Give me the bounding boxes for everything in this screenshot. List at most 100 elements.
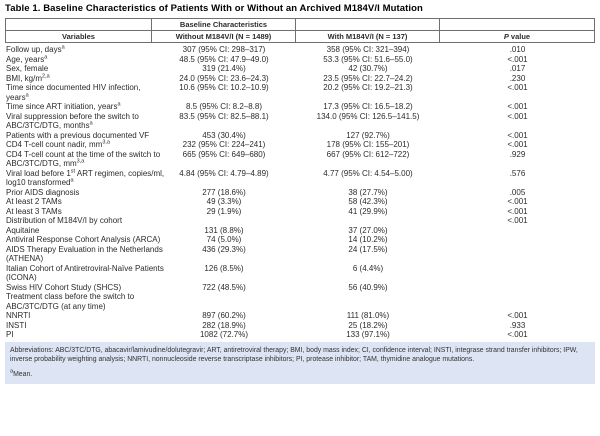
row-with-value: 133 (97.1%) <box>346 330 390 339</box>
row-without-value: 29 (1.9%) <box>206 206 242 216</box>
row-with-value: 17.3 (95% CI: 16.5–18.2) <box>323 102 413 111</box>
header-without-m184vi: Without M184V/I (N = 1489) <box>152 31 296 42</box>
row-variable-label: Viral load before 1st ART regimen, copie… <box>6 167 165 187</box>
row-variable-label: CD4 T-cell count at the time of the swit… <box>6 149 161 169</box>
table-footnotes: Abbreviations: ABC/3TC/DTG, abacavir/lam… <box>5 341 595 384</box>
header-group-row: Baseline Characteristics <box>6 19 594 31</box>
p-value-label-rest: value <box>510 32 531 41</box>
row-with-value: 127 (92.7%) <box>346 130 390 140</box>
table-row: At least 3 TAMs 29 (1.9%) 41 (29.9%) <.0… <box>5 207 595 217</box>
row-with-value: 358 (95% CI: 321–394) <box>326 45 410 54</box>
row-without-value: 453 (30.4%) <box>202 130 246 140</box>
row-variable-label: At least 3 TAMs <box>6 206 62 216</box>
table-row: Distribution of M184V/I by cohort <.001 <box>5 216 595 226</box>
row-with-value: 23.5 (95% CI: 22.7–24.2) <box>323 73 413 83</box>
table-row: At least 2 TAMs 49 (3.3%) 58 (42.3%) <.0… <box>5 197 595 207</box>
row-without-value: 8.5 (95% CI: 8.2–8.8) <box>185 102 263 111</box>
row-p-value: <.001 <box>507 216 528 225</box>
row-with-value: 37 (27.0%) <box>348 225 388 235</box>
row-without-value: 48.5 (95% CI: 47.9–49.0) <box>179 54 269 64</box>
row-variable-label: Time since ART initiation, yearsa <box>6 101 121 111</box>
row-variable-label: Aquitaine <box>6 225 40 235</box>
paper-table-page: Table 1. Baseline Characteristics of Pat… <box>5 3 595 384</box>
row-p-value <box>440 283 595 293</box>
row-p-value: <.001 <box>507 102 528 111</box>
table-row: Sex, female 319 (21.4%) 42 (30.7%) .017 <box>5 64 595 74</box>
row-without-value: 1082 (72.7%) <box>199 330 249 339</box>
row-variable-label: Time since documented HIV infection, year… <box>6 83 141 102</box>
row-with-value: 6 (4.4%) <box>352 263 384 273</box>
row-with-value: 14 (10.2%) <box>348 235 388 244</box>
row-with-value: 134.0 (95% CI: 126.5–141.5) <box>316 111 420 121</box>
table-row: Italian Cohort of Antiretroviral-Naïve P… <box>5 264 595 283</box>
row-p-value: <.001 <box>507 140 528 149</box>
row-variable-label: Viral suppression before the switch to AB… <box>6 111 139 131</box>
row-without-value: 83.5 (95% CI: 82.5–88.1) <box>179 111 269 121</box>
row-p-value: <.001 <box>507 111 528 121</box>
row-p-value <box>440 292 595 311</box>
table-row: Patients with a previous documented VF 4… <box>5 131 595 141</box>
row-with-value: 25 (18.2%) <box>348 320 388 330</box>
row-variable-label: CD4 T-cell count nadir, mm3,a <box>6 139 110 149</box>
row-p-value: <.001 <box>507 311 528 320</box>
table-row: INSTI 282 (18.9%) 25 (18.2%) .933 <box>5 321 595 331</box>
row-with-value: 4.77 (95% CI: 4.54–5.00) <box>323 168 413 178</box>
table-row: Viral load before 1st ART regimen, copie… <box>5 167 595 188</box>
table-row: Treatment class before the switch to ABC/… <box>5 292 595 311</box>
row-without-value: 282 (18.9%) <box>202 320 246 330</box>
mean-footnote: aMean. <box>10 368 33 378</box>
header-group-empty-pvalue <box>440 19 594 30</box>
row-p-value: .017 <box>509 64 526 73</box>
table-row: CD4 T-cell count nadir, mm3,a 232 (95% C… <box>5 140 595 150</box>
row-with-value: 42 (30.7%) <box>348 64 388 73</box>
table-row: Viral suppression before the switch to AB… <box>5 112 595 131</box>
row-variable-label: BMI, kg/m2,a <box>6 72 50 83</box>
row-variable-label: Treatment class before the switch to ABC/… <box>6 292 135 311</box>
table-row: BMI, kg/m2,a 24.0 (95% CI: 23.6–24.3) 23… <box>5 72 595 84</box>
table-row: Time since ART initiation, yearsa 8.5 (9… <box>5 102 595 112</box>
table-row: Antiviral Response Cohort Analysis (ARCA… <box>5 235 595 245</box>
row-p-value <box>440 226 595 236</box>
row-without-value <box>152 292 296 311</box>
row-p-value: <.001 <box>507 83 528 92</box>
table-row: NNRTI 897 (60.2%) 111 (81.0%) <.001 <box>5 311 595 321</box>
row-without-value: 126 (8.5%) <box>204 263 244 273</box>
abbreviations-note: Abbreviations: ABC/3TC/DTG, abacavir/lam… <box>10 346 578 363</box>
row-p-value: <.001 <box>507 54 528 64</box>
table-row: Aquitaine 131 (8.8%) 37 (27.0%) <box>5 226 595 236</box>
table-row: Time since documented HIV infection, year… <box>5 83 595 102</box>
table-row: PI 1082 (72.7%) 133 (97.1%) <.001 <box>5 330 595 340</box>
row-with-value: 24 (17.5%) <box>348 244 388 254</box>
row-p-value <box>440 235 595 245</box>
row-without-value <box>152 216 296 226</box>
row-variable-label: Distribution of M184V/I by cohort <box>6 216 123 225</box>
row-with-value <box>296 216 440 226</box>
row-variable-label: Antiviral Response Cohort Analysis (ARCA… <box>6 235 161 244</box>
row-p-value: <.001 <box>507 330 528 339</box>
table-row: Follow up, daysa 307 (95% CI: 298–317) 3… <box>5 45 595 55</box>
row-with-value: 667 (95% CI: 612–722) <box>326 149 410 159</box>
row-without-value: 319 (21.4%) <box>202 64 246 73</box>
table-title: Table 1. Baseline Characteristics of Pat… <box>5 3 423 14</box>
table-row: Age, yearsa 48.5 (95% CI: 47.9–49.0) 53.… <box>5 53 595 65</box>
row-without-value: 131 (8.8%) <box>204 225 244 235</box>
row-p-value: .576 <box>509 168 526 178</box>
row-variable-label: Follow up, daysa <box>6 44 65 54</box>
row-without-value: 277 (18.6%) <box>202 187 246 197</box>
row-without-value: 24.0 (95% CI: 23.6–24.3) <box>179 73 269 83</box>
row-variable-label: Age, yearsa <box>6 53 48 64</box>
header-group-empty-with <box>296 19 440 30</box>
p-value-italic-p: P <box>503 32 509 41</box>
header-with-m184vi: With M184V/I (N = 137) <box>296 31 440 42</box>
row-with-value: 53.3 (95% CI: 51.6–55.0) <box>323 54 413 64</box>
row-p-value: .929 <box>509 149 526 159</box>
table-row: Swiss HIV Cohort Study (SHCS) 722 (48.5%… <box>5 283 595 293</box>
row-without-value: 49 (3.3%) <box>206 197 242 206</box>
row-with-value: 41 (29.9%) <box>348 206 388 216</box>
row-with-value: 58 (42.3%) <box>348 197 388 206</box>
row-variable-label: At least 2 TAMs <box>6 197 62 206</box>
row-without-value: 665 (95% CI: 649–680) <box>182 149 266 159</box>
row-variable-label: NNRTI <box>6 311 31 320</box>
row-p-value: .230 <box>509 73 526 83</box>
